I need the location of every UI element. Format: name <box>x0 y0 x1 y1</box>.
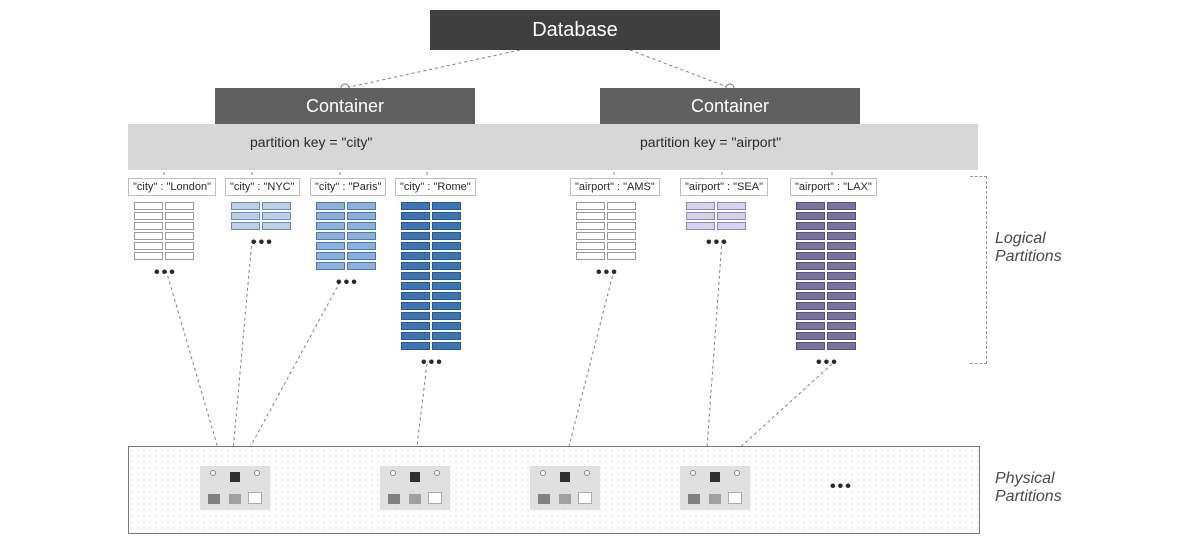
logical-partition-label-airport-sea: "airport" : "SEA" <box>680 178 768 196</box>
logical-partition-cells-airport-sea <box>686 202 746 230</box>
physical-partition-3 <box>680 466 750 510</box>
physical-partition-0 <box>200 466 270 510</box>
ellipsis-city-rome: ••• <box>421 354 444 372</box>
ellipsis-city-london: ••• <box>154 264 177 282</box>
logical-partition-label-airport-lax: "airport" : "LAX" <box>790 178 877 196</box>
logical-partition-label-airport-ams: "airport" : "AMS" <box>570 178 660 196</box>
partition-key-text-1: partition key = "airport" <box>640 134 781 150</box>
logical-partitions-label: Logical Partitions <box>995 230 1115 266</box>
container-box-0: Container <box>215 88 475 124</box>
physical-partitions-label: Physical Partitions <box>995 470 1115 506</box>
logical-partition-cells-airport-ams <box>576 202 636 260</box>
physical-partition-2 <box>530 466 600 510</box>
logical-partition-label-city-nyc: "city" : "NYC" <box>225 178 300 196</box>
physical-partition-1 <box>380 466 450 510</box>
ellipsis-airport-sea: ••• <box>706 234 729 252</box>
ellipsis-city-paris: ••• <box>336 274 359 292</box>
logical-partition-cells-city-nyc <box>231 202 291 230</box>
ellipsis-airport-ams: ••• <box>596 264 619 282</box>
logical-partition-label-city-paris: "city" : "Paris" <box>310 178 386 196</box>
logical-partition-cells-city-paris <box>316 202 376 270</box>
logical-partition-label-city-rome: "city" : "Rome" <box>395 178 476 196</box>
physical-partitions-ellipsis: ••• <box>830 478 853 496</box>
logical-partition-label-city-london: "city" : "London" <box>128 178 216 196</box>
partition-key-text-0: partition key = "city" <box>250 134 372 150</box>
ellipsis-airport-lax: ••• <box>816 354 839 372</box>
logical-partitions-bracket <box>970 176 987 364</box>
logical-partition-cells-airport-lax <box>796 202 856 350</box>
container-box-1: Container <box>600 88 860 124</box>
database-box: Database <box>430 10 720 50</box>
ellipsis-city-nyc: ••• <box>251 234 274 252</box>
logical-partition-cells-city-rome <box>401 202 461 350</box>
logical-partition-cells-city-london <box>134 202 194 260</box>
